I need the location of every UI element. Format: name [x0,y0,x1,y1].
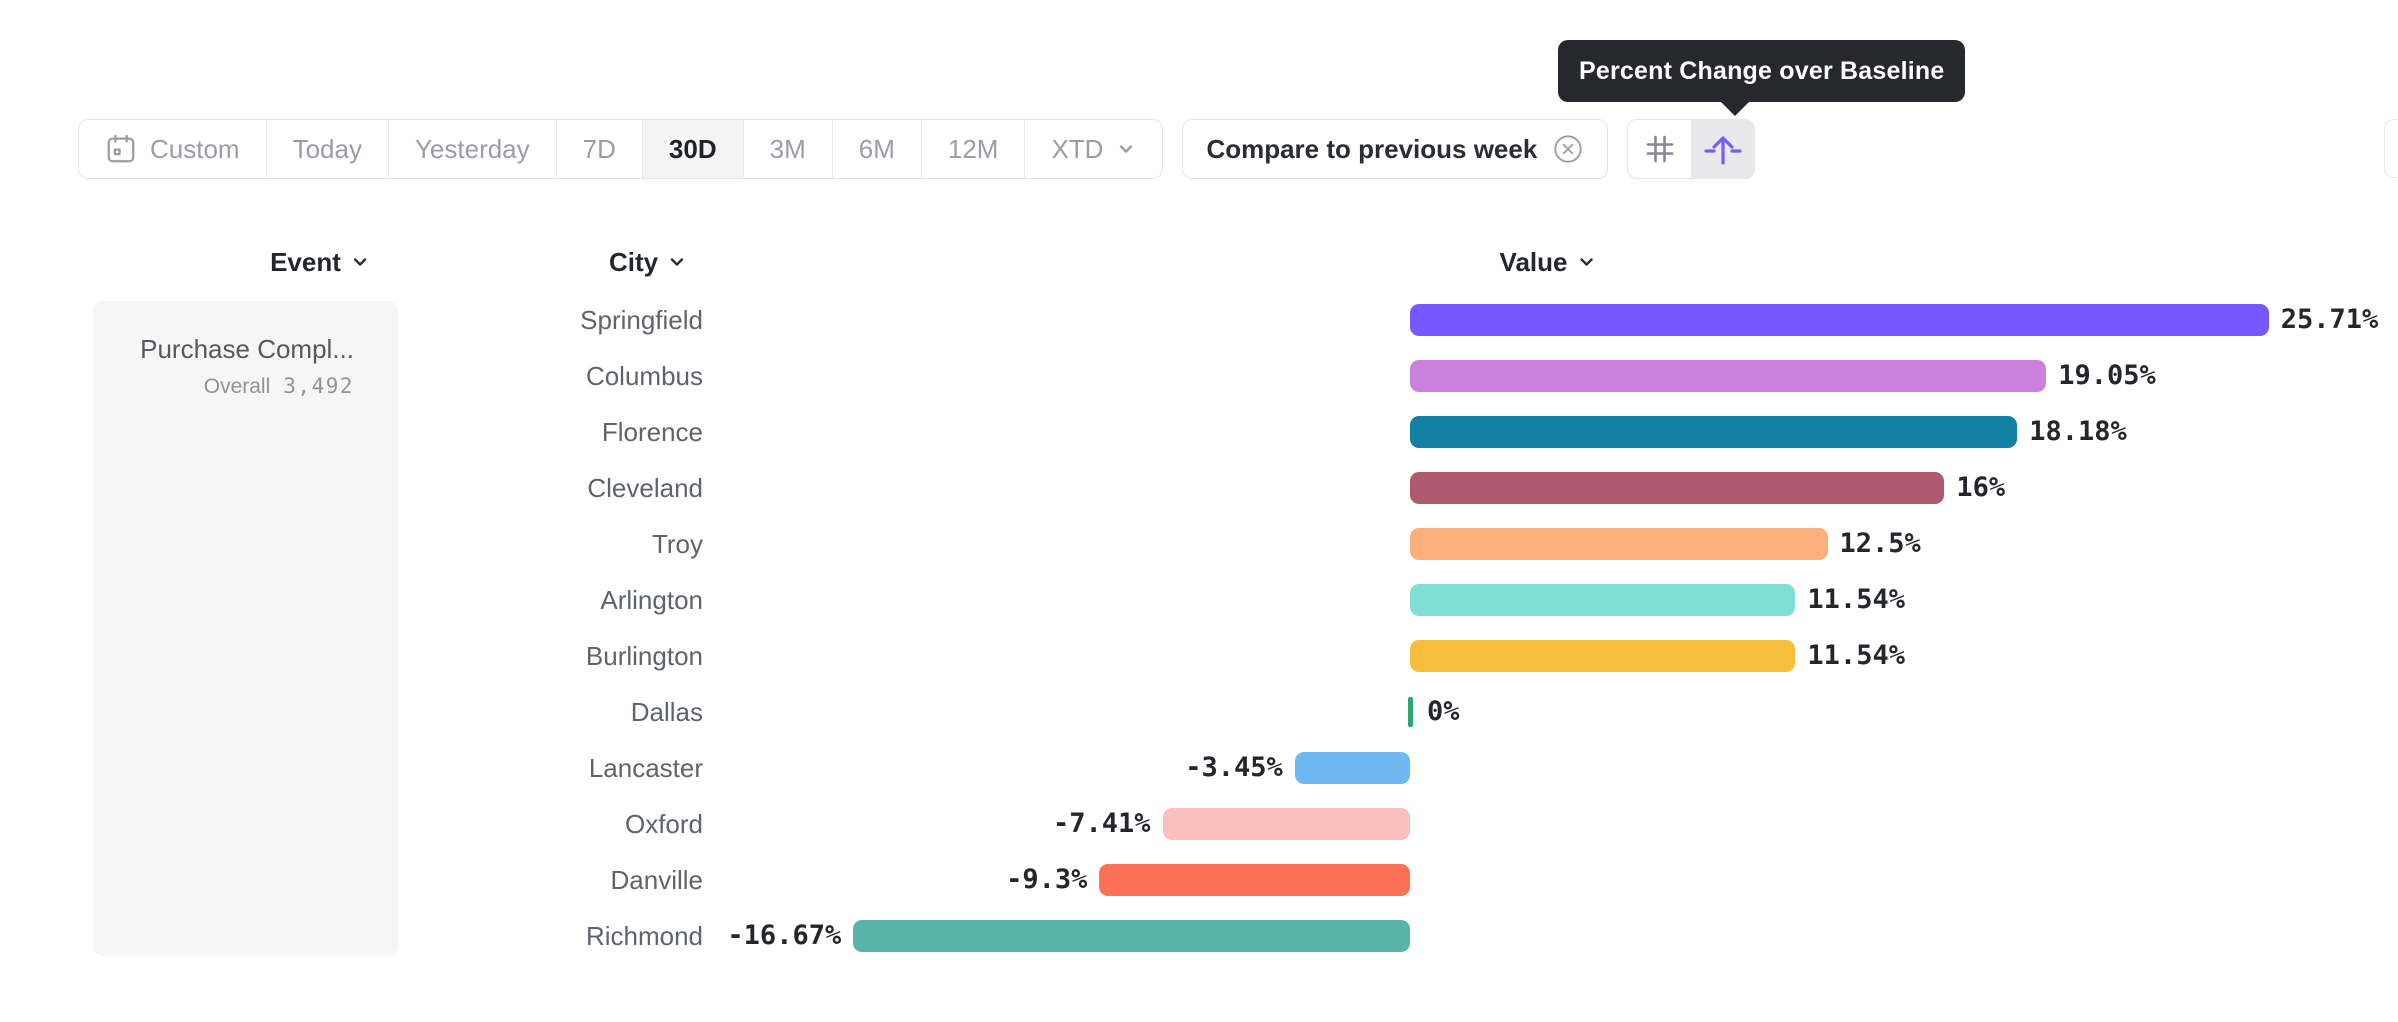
compare-pill[interactable]: Compare to previous week [1182,119,1609,179]
city-label-columbus: Columbus [585,361,703,391]
city-label-richmond: Richmond [585,921,703,951]
value-label-richmond: -16.67% [727,920,842,951]
tooltip-percent-change: Percent Change over Baseline [1558,40,1966,116]
date-range-label: Custom [150,133,240,164]
date-range-label: 7D [582,133,616,164]
date-range-6m[interactable]: 6M [833,120,922,178]
city-label-florence: Florence [601,417,703,447]
date-range-12m[interactable]: 12M [922,120,1026,178]
value-label-burlington: 11.54% [1807,640,1905,671]
chevron-down-icon [1580,258,1593,266]
chevron-down-icon [670,258,684,266]
bar-florence[interactable] [1410,416,2018,448]
date-range-label: Today [292,133,362,164]
circle-x-icon[interactable] [1552,133,1584,165]
value-label-arlington: 11.54% [1807,584,1905,615]
date-range-label: XTD [1051,133,1104,164]
city-label-springfield: Springfield [580,305,703,335]
event-segment: Overall 3,492 [93,374,354,399]
calendar-icon [105,133,137,165]
value-label-dallas: 0% [1427,696,1460,727]
event-panel: Purchase Compl... Overall 3,492 [93,301,398,956]
clipped-right-button[interactable] [2384,119,2398,178]
date-range-today[interactable]: Today [267,120,389,178]
bar-columbus[interactable] [1410,360,2047,392]
bar-springfield[interactable] [1410,304,2269,336]
date-range-yesterday[interactable]: Yesterday [389,120,557,178]
value-label-troy: 12.5% [1839,528,1921,559]
event-item[interactable]: Purchase Compl... Overall 3,492 [93,301,398,399]
column-header-event[interactable]: Event [270,247,370,277]
date-range-xtd[interactable]: XTD [1025,120,1162,178]
date-range-control: Custom Today Yesterday 7D 30D 3M 6M 12M XTD [78,119,1164,179]
bar-oxford[interactable] [1162,808,1410,840]
event-name: Purchase Compl... [140,334,354,364]
value-label-oxford: -7.41% [1052,808,1151,839]
city-label-troy: Troy [651,529,703,559]
date-range-7d[interactable]: 7D [557,120,643,178]
column-header-event-label: Event [270,246,341,277]
arrow-up-from-baseline-icon [1703,129,1743,169]
bar-arlington[interactable] [1410,584,1796,616]
city-label-dallas: Dallas [630,697,703,727]
date-range-label: 30D [668,133,717,164]
bar-lancaster[interactable] [1294,752,1410,784]
number-format-button[interactable] [1628,120,1691,178]
compare-pill-label: Compare to previous week [1206,133,1538,164]
city-label-oxford: Oxford [624,809,703,839]
chevron-down-icon [1116,139,1136,159]
city-label-burlington: Burlington [585,641,703,671]
date-range-label: 3M [769,133,806,164]
tooltip-text: Percent Change over Baseline [1579,56,1945,85]
date-range-label: Yesterday [414,133,530,164]
date-range-label: 6M [858,133,895,164]
value-display-toggle [1627,119,1756,179]
bar-danville[interactable] [1099,864,1410,896]
bar-cleveland[interactable] [1410,472,1945,504]
city-label-arlington: Arlington [600,585,703,615]
hash-grid-icon [1642,131,1678,167]
percent-change-button[interactable] [1691,120,1755,178]
segment-value: 3,492 [283,374,354,398]
bar-troy[interactable] [1410,528,1828,560]
city-label-lancaster: Lancaster [588,753,703,783]
value-label-cleveland: 16% [1956,472,2006,503]
column-header-city-label: City [608,246,659,277]
bar-dallas[interactable] [1408,697,1413,727]
segment-label: Overall [203,375,271,398]
toolbar: Custom Today Yesterday 7D 30D 3M 6M 12M XTD Comp… [78,119,1756,179]
date-range-label: 12M [947,133,999,164]
bar-richmond[interactable] [853,920,1410,952]
value-label-lancaster: -3.45% [1185,752,1283,783]
value-label-florence: 18.18% [2029,416,2127,447]
value-label-danville: -9.3% [1006,864,1088,895]
column-header-value[interactable]: Value [1500,247,1597,277]
chevron-down-icon [353,258,367,266]
value-label-columbus: 19.05% [2058,360,2156,391]
bar-burlington[interactable] [1410,640,1796,672]
column-header-value-label: Value [1499,246,1568,277]
city-label-danville: Danville [610,865,704,895]
date-range-3m[interactable]: 3M [744,120,833,178]
date-range-custom[interactable]: Custom [79,120,267,178]
value-label-springfield: 25.71% [2280,304,2379,335]
city-label-cleveland: Cleveland [587,473,703,503]
column-header-city[interactable]: City [609,247,687,277]
date-range-30d[interactable]: 30D [642,120,744,178]
